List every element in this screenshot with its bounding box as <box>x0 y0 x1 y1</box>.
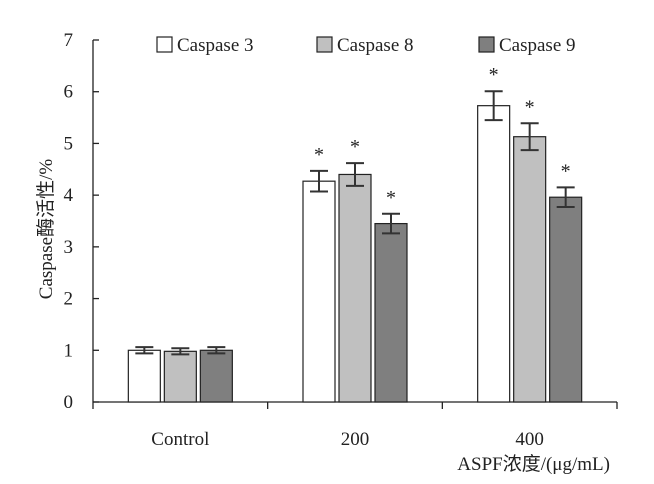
y-tick-label: 1 <box>64 340 74 361</box>
y-tick-label: 2 <box>64 289 74 310</box>
y-tick-label: 5 <box>64 133 74 154</box>
bar <box>127 349 161 403</box>
legend-swatch <box>156 36 173 53</box>
significance-star: * <box>561 160 571 182</box>
y-tick-label: 7 <box>64 30 74 51</box>
bar <box>374 222 408 403</box>
legend-label: Caspase 8 <box>337 35 414 56</box>
bar <box>513 136 547 403</box>
bar <box>302 180 336 403</box>
y-tick-label: 6 <box>64 82 74 103</box>
y-tick-label: 3 <box>64 237 74 258</box>
x-tick-label: 400 <box>515 429 544 450</box>
bar <box>163 350 197 403</box>
y-tick-label: 0 <box>64 392 74 413</box>
bar <box>338 173 372 403</box>
bar <box>199 349 233 403</box>
legend-label: Caspase 3 <box>177 35 254 56</box>
significance-star: * <box>314 144 324 166</box>
legend: Caspase 3 Caspase 8 Caspase 9 <box>156 35 576 56</box>
legend-swatch <box>478 36 495 53</box>
x-tick-label: Control <box>151 429 209 450</box>
bar <box>549 196 583 403</box>
bar <box>477 105 511 403</box>
significance-star: * <box>350 136 360 158</box>
y-axis-title: Caspase酶活性/% <box>35 159 57 300</box>
legend-label: Caspase 9 <box>499 35 576 56</box>
significance-star: * <box>525 96 535 118</box>
y-tick-label: 4 <box>64 185 74 206</box>
x-axis-title: ASPF浓度/(μg/mL) <box>457 453 610 475</box>
legend-swatch <box>316 36 333 53</box>
significance-star: * <box>489 64 499 86</box>
bars: * * * * * * <box>127 64 583 403</box>
x-tick-label: 200 <box>341 429 370 450</box>
significance-star: * <box>386 187 396 209</box>
